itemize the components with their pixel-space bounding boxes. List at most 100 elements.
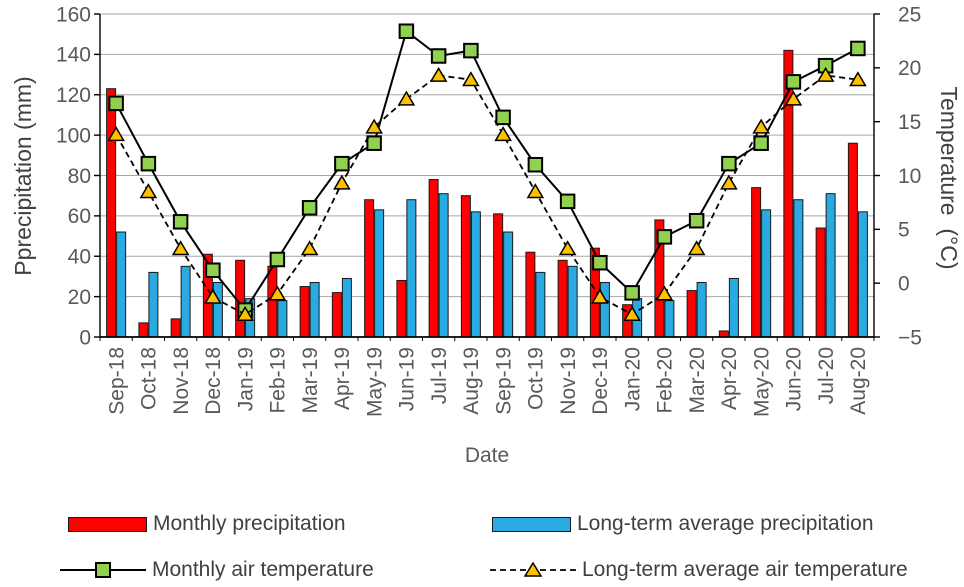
bar-monthly-precipitation [847,142,858,338]
x-tick-label: Jan-20 [621,347,644,411]
x-tick-label: Sep-19 [492,347,515,415]
x-tick-label: Oct-19 [525,347,548,410]
marker-triangle [752,118,770,134]
y-tick-label-right: 5 [898,219,910,242]
x-tick-label: Dec-18 [202,347,225,415]
x-tick-label: Jul-20 [815,347,838,404]
y-axis-title-left: Pprecipitation (mm) [10,76,36,275]
marker-triangle [300,240,319,256]
y-tick-label-right: 25 [898,3,921,26]
bar-longterm-precipitation [535,271,546,338]
marker-square [753,135,769,151]
marker-triangle [397,90,416,106]
x-tick-label: Nov-18 [170,347,193,415]
bar-longterm-precipitation [728,277,739,338]
x-tick-label: Jun-20 [783,347,806,411]
y-tick-label-left: 20 [68,286,91,309]
x-tick-label: Mar-19 [299,347,322,414]
y-tick-label-right: 20 [898,57,921,80]
bar-monthly-precipitation [267,265,278,338]
marker-triangle [333,174,351,190]
y-tick-label-left: 140 [56,44,91,67]
marker-square [140,155,157,172]
x-tick-label: Jul-19 [428,347,451,404]
marker-triangle [655,285,674,301]
marker-triangle [816,66,835,82]
bar-monthly-precipitation [718,330,729,338]
bar-longterm-precipitation [212,281,223,338]
legend-label-monthly-precipitation: Monthly precipitation [153,512,346,535]
y-tick-label-right: 0 [898,273,910,296]
marker-square [205,262,221,278]
bar-longterm-precipitation [341,277,352,338]
x-tick-label: Apr-19 [331,347,354,410]
y-tick-label-left: 100 [56,124,91,147]
marker-triangle [204,288,222,304]
bar-longterm-precipitation [857,211,868,338]
x-tick-label: May-19 [363,347,386,417]
marker-triangle [849,71,867,87]
y-tick-label-right: −5 [898,326,922,349]
legend-swatch-longterm-precipitation-icon [492,516,571,532]
marker-triangle [429,66,448,82]
bar-longterm-precipitation [599,281,610,338]
bar-longterm-precipitation [406,199,417,338]
x-tick-label: Mar-20 [686,347,709,414]
x-tick-label: Feb-20 [654,347,677,414]
bar-longterm-precipitation [761,209,772,338]
marker-triangle [462,71,480,87]
y-tick-label-right: 15 [898,111,921,134]
bar-monthly-precipitation [460,195,471,338]
bar-longterm-precipitation [180,265,191,338]
marker-square [656,229,673,245]
marker-square [172,214,189,230]
marker-triangle [720,174,738,190]
y-tick-label-left: 60 [68,205,91,228]
line-monthly-air-temperature [115,29,859,312]
bar-monthly-precipitation [751,187,762,338]
marker-square [850,40,866,57]
x-axis-title: Date [465,444,509,467]
bar-longterm-precipitation [309,281,320,338]
bar-longterm-precipitation [696,281,707,338]
marker-square [269,251,286,268]
bar-monthly-precipitation [364,199,375,338]
marker-square [721,155,737,172]
marker-triangle [236,305,254,321]
marker-triangle [139,183,158,199]
marker-square [301,200,318,216]
marker-square [527,156,544,173]
marker-square [592,254,608,271]
bar-longterm-precipitation [825,193,836,338]
bar-longterm-precipitation [438,193,449,338]
bar-longterm-precipitation [116,231,127,338]
x-tick-label: Oct-18 [138,347,161,410]
legend-label-longterm-precipitation: Long-term average precipitation [577,512,874,535]
x-tick-label: Dec-19 [589,347,612,415]
y-tick-label-right: 10 [898,165,921,188]
bar-monthly-precipitation [106,88,117,338]
marker-square [334,155,350,172]
bar-monthly-precipitation [331,292,342,338]
y-tick-label-left: 120 [56,84,91,107]
marker-square [366,135,382,151]
marker-triangle [623,305,641,321]
legend-label-longterm-air-temperature: Long-term average air temperature [582,558,908,581]
legend-item-monthly-air-temperature: Monthly air temperature [60,558,374,582]
chart-generated: 0 20 40 60 80 100 120 140 160 −5 0 5 10 15 20 25 Sep-18 O… [56,3,922,417]
x-tick-label: Jun-19 [396,347,419,411]
y-axis-title-right: Temperature (°C) [936,86,962,269]
y-tick-label-left: 40 [68,246,91,269]
bar-monthly-precipitation [428,179,439,338]
marker-square [559,193,576,210]
marker-square [398,23,415,39]
marker-triangle [526,183,545,199]
bar-longterm-precipitation [793,199,804,338]
bar-longterm-precipitation [664,300,675,338]
bar-monthly-precipitation [138,322,149,338]
bar-monthly-precipitation [299,286,310,338]
x-tick-label: Jan-19 [234,347,257,411]
x-tick-label: Nov-19 [557,347,580,415]
marker-triangle [494,126,512,142]
bar-monthly-precipitation [557,259,568,338]
